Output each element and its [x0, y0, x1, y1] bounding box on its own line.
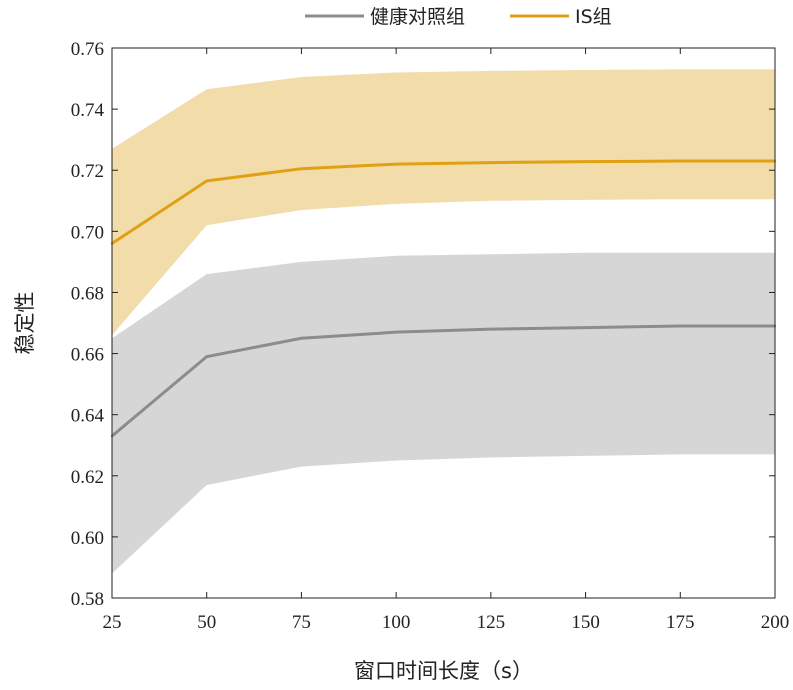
line-series-2	[111, 159, 775, 245]
y-axis-title: 稳定性	[13, 292, 37, 355]
band-series-1	[112, 252, 775, 574]
band-series-2	[112, 69, 775, 336]
y-tick-label: 0.60	[71, 528, 104, 549]
y-tick-label: 0.58	[71, 589, 104, 610]
point-series-2-125	[489, 161, 493, 164]
x-tick-label: 200	[761, 612, 790, 633]
point-series-2-150	[584, 160, 587, 163]
y-tick-label: 0.62	[71, 467, 104, 488]
x-tick-label: 50	[197, 612, 216, 633]
point-series-1-125	[489, 327, 493, 331]
point-series-1-100	[394, 330, 398, 334]
legend: 健康对照组 IS组	[305, 6, 612, 28]
legend-label-series-2: IS组	[575, 6, 612, 28]
confidence-bands	[112, 69, 775, 574]
x-tick-label: 25	[103, 612, 122, 633]
x-tick-label: 100	[382, 612, 411, 633]
x-tick-label: 125	[477, 612, 506, 633]
point-series-2-100	[394, 162, 398, 166]
x-tick-label: 75	[292, 612, 311, 633]
point-series-1-75	[300, 337, 303, 340]
y-axis-ticks: 0.58 0.60 0.62 0.64 0.66 0.68 0.70 0.72 0.74 0.76	[71, 39, 775, 610]
y-tick-label: 0.70	[71, 222, 104, 243]
y-tick-label: 0.74	[71, 100, 105, 121]
x-axis-ticks: 25 50 75 100 125 150 175 200	[103, 48, 790, 633]
x-tick-label: 175	[666, 612, 695, 633]
x-axis-title: 窗口时间长度（s）	[354, 659, 533, 683]
y-tick-label: 0.66	[71, 345, 104, 366]
y-tick-label: 0.72	[71, 161, 104, 182]
point-series-1-50	[205, 355, 208, 358]
y-tick-label: 0.64	[71, 406, 105, 427]
point-series-2-75	[300, 167, 303, 170]
y-tick-label: 0.68	[71, 283, 104, 304]
point-series-1-175	[679, 324, 682, 328]
y-tick-label: 0.76	[71, 39, 104, 60]
series-lines	[110, 159, 777, 438]
plot-frame	[111, 47, 776, 599]
line-series-1	[111, 324, 775, 438]
legend-label-series-1: 健康对照组	[370, 6, 465, 28]
x-tick-label: 150	[571, 612, 600, 633]
point-series-2-175	[679, 159, 682, 163]
point-series-2-50	[205, 179, 208, 183]
point-series-1-150	[584, 326, 587, 329]
